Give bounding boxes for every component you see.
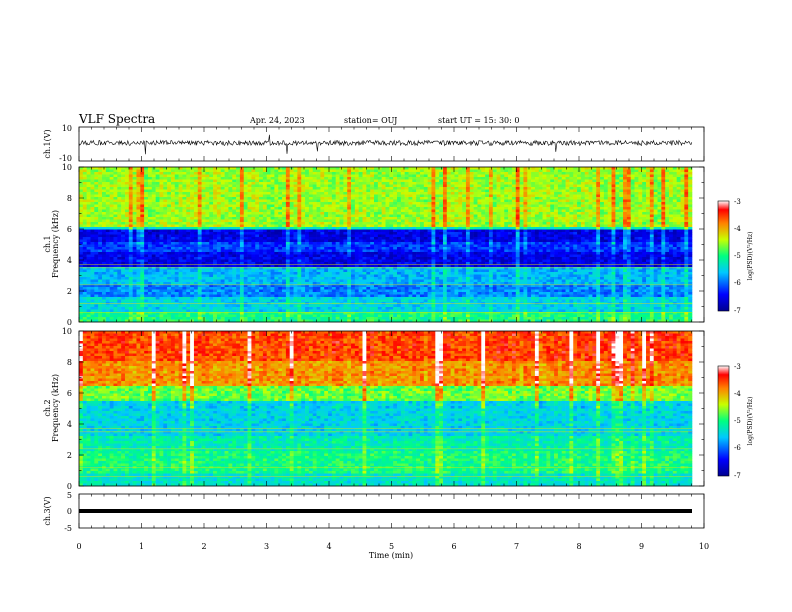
ch1-ytick-0: 0	[67, 318, 72, 327]
ch1-ytick-2: 2	[67, 287, 72, 296]
ch1-channel-label: ch.1	[43, 235, 52, 252]
ch2-cb-tick-6: -6	[734, 444, 741, 452]
ch2-frequency-label: Frequency (kHz)	[51, 374, 60, 442]
ch2-cb-tick-3: -3	[734, 363, 741, 371]
ch2-ytick-10: 10	[62, 327, 72, 336]
ch2-colorbar: -3 -4 -5 -6 -7 log(PSD)(V²/Hz)	[717, 363, 754, 480]
ch2-ytick-2: 2	[67, 451, 72, 460]
ch1-cb-tick-5: -5	[734, 252, 741, 260]
ch1-ytick-top: 10	[62, 124, 72, 133]
ch1-ytick-10: 10	[62, 163, 72, 172]
ch1-cb-tick-4: -4	[734, 225, 741, 233]
date-label: Apr. 24, 2023	[249, 116, 305, 125]
ch2-cb-tick-7: -7	[734, 472, 741, 480]
xtick-8: 8	[576, 542, 581, 551]
start-ut-label: start UT = 15: 30: 0	[438, 116, 519, 125]
xtick-4: 4	[326, 542, 331, 551]
ch1-waveform-panel: 10 -10 ch.1(V)	[43, 124, 705, 163]
ch1-ytick-8: 8	[67, 194, 72, 203]
ch2-colorbar-bar	[717, 365, 730, 477]
ch2-spectrogram-image	[79, 331, 693, 487]
xtick-5: 5	[389, 542, 394, 551]
xtick-6: 6	[451, 542, 456, 551]
ch3-waveform-panel: 5 0 -5 ch.3(V)	[43, 491, 705, 533]
ch1-colorbar-bar	[717, 200, 730, 312]
ch1-ytick-bottom: -10	[59, 154, 72, 163]
x-axis-label: Time (min)	[369, 551, 413, 560]
ch2-ytick-4: 4	[67, 420, 72, 429]
xtick-1: 1	[139, 542, 144, 551]
station-label: station= OUJ	[344, 116, 397, 125]
ch1-cb-tick-3: -3	[734, 198, 741, 206]
time-ticks	[78, 127, 705, 528]
ch2-cb-tick-4: -4	[734, 390, 741, 398]
figure-title: VLF Spectra	[78, 112, 155, 126]
xtick-3: 3	[264, 542, 269, 551]
ch2-channel-label: ch.2	[43, 399, 52, 416]
xtick-10: 10	[699, 542, 709, 551]
ch1-frequency-label: Frequency (kHz)	[51, 210, 60, 278]
ch1-ytick-4: 4	[67, 256, 72, 265]
ch3-waveform-ylabel: ch.3(V)	[43, 496, 52, 525]
ch1-waveform-frame	[78, 126, 705, 162]
ch1-spectrogram-image	[79, 167, 693, 323]
xtick-0: 0	[76, 542, 81, 551]
xtick-7: 7	[514, 542, 519, 551]
ch3-ytick-5: 5	[67, 491, 72, 500]
ch1-ytick-6: 6	[67, 225, 72, 234]
ch3-ytick-minus5: -5	[64, 524, 72, 533]
x-axis: 0 1 2 3 4 5 6 7 8 9 10 Time (min)	[76, 542, 709, 560]
ch2-ytick-6: 6	[67, 389, 72, 398]
ch2-cb-tick-5: -5	[734, 417, 741, 425]
xtick-2: 2	[201, 542, 206, 551]
ch1-cb-tick-6: -6	[734, 279, 741, 287]
ch3-waveform-trace	[79, 509, 692, 513]
ch1-colorbar-label: log(PSD)(V²/Hz)	[747, 232, 754, 281]
ch1-colorbar: -3 -4 -5 -6 -7 log(PSD)(V²/Hz)	[717, 198, 754, 315]
xtick-9: 9	[639, 542, 644, 551]
ch2-colorbar-label: log(PSD)(V²/Hz)	[747, 397, 754, 446]
ch1-waveform-trace	[78, 134, 693, 155]
ch2-ytick-8: 8	[67, 358, 72, 367]
ch2-ytick-0: 0	[67, 482, 72, 491]
ch3-ytick-0: 0	[67, 507, 72, 516]
ch1-cb-tick-7: -7	[734, 307, 741, 315]
ch1-spectrogram-panel: 10 8 6 4 2 0 ch.1 Frequency (kHz) -3 -4 …	[43, 163, 754, 327]
ch2-spectrogram-panel: 10 8 6 4 2 0 ch.2 Frequency (kHz) -3 -4 …	[43, 327, 754, 491]
ch1-waveform-ylabel: ch.1(V)	[43, 129, 52, 158]
